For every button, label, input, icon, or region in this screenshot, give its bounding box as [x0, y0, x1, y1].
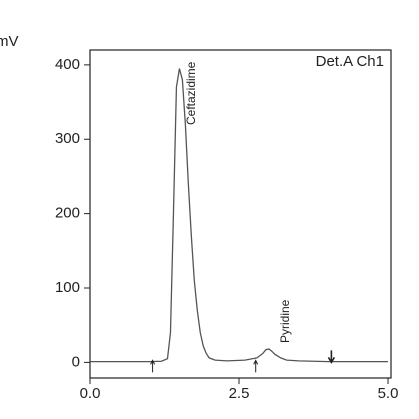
x-tick-label: 5.0 [378, 385, 399, 402]
y-tick-label: 0 [72, 353, 80, 370]
x-tick-label: 2.5 [229, 385, 250, 402]
y-tick-label: 200 [55, 205, 80, 222]
peak-label: Pyridine [278, 299, 292, 343]
y-tick-label: 100 [55, 279, 80, 296]
event-marker-up [253, 359, 259, 373]
event-marker-up [150, 359, 156, 373]
peak-label: Ceftazidime [184, 61, 198, 125]
plot-frame [89, 49, 392, 379]
x-tick-label: 0.0 [80, 385, 101, 402]
detector-label: Det.A Ch1 [316, 53, 384, 70]
y-tick-label: 300 [55, 130, 80, 147]
y-tick-label: 400 [55, 56, 80, 73]
y-axis-label: mV [0, 33, 19, 50]
signal-line [90, 68, 389, 363]
event-marker-down [327, 350, 336, 364]
